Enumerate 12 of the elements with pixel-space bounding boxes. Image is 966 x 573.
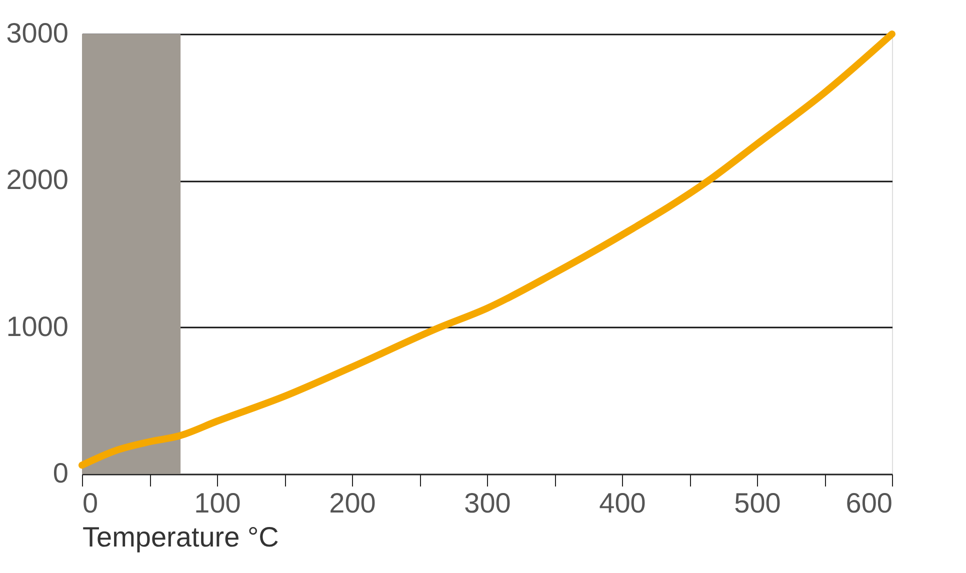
x-tick-label: 400 bbox=[599, 488, 646, 518]
x-tick-label: 500 bbox=[734, 488, 781, 518]
x-tick-label: 100 bbox=[194, 488, 241, 518]
x-tick-label: 0 bbox=[82, 488, 98, 518]
y-tick-label: 3000 bbox=[6, 18, 68, 48]
y-tick-label: 0 bbox=[52, 458, 68, 488]
x-tick-label: 300 bbox=[464, 488, 511, 518]
y-tick-label: 2000 bbox=[6, 164, 68, 196]
x-tick-label: 600 bbox=[846, 488, 892, 518]
x-tick-label: 200 bbox=[329, 488, 376, 518]
x-axis-title: Temperature °C bbox=[82, 522, 279, 552]
y-tick-label: 1000 bbox=[6, 310, 68, 342]
